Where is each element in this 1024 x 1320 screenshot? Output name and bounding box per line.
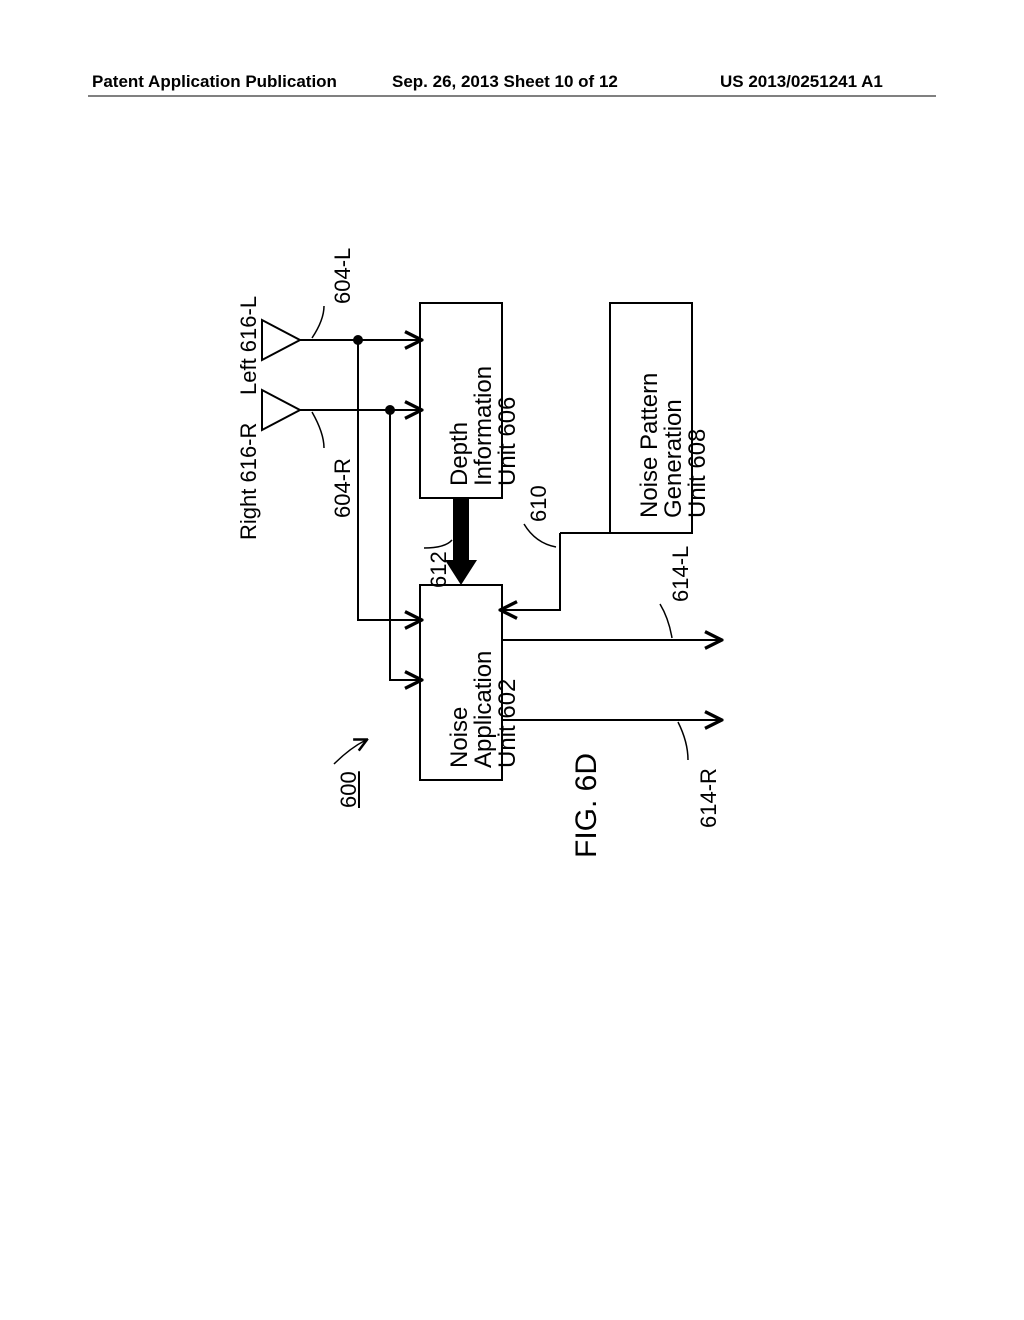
diagram-svg: [0, 0, 1024, 1320]
left-input-triangle: [262, 320, 300, 360]
branch-604R-to-noiseapp: [390, 410, 420, 680]
leader-604R: [312, 412, 324, 448]
label-604L: 604-L: [330, 248, 356, 304]
leader-604L: [312, 306, 324, 338]
noise-app-line3: Unit 602: [494, 679, 522, 768]
depth-info-line3: Unit 606: [494, 397, 522, 486]
leader-614R: [678, 722, 688, 760]
page: Patent Application Publication Sep. 26, …: [0, 0, 1024, 1320]
label-610: 610: [526, 485, 552, 522]
label-614R: 614-R: [696, 768, 722, 828]
label-614L: 614-L: [668, 546, 694, 602]
noise-pattern-line3: Unit 608: [684, 429, 712, 518]
right-input-label: Right 616-R: [236, 423, 262, 540]
right-input-triangle: [262, 390, 300, 430]
line-610: [502, 533, 560, 610]
figure-label: FIG. 6D: [570, 753, 604, 858]
left-input-label: Left 616-L: [236, 296, 262, 395]
label-612: 612: [426, 551, 452, 588]
leader-612: [424, 540, 452, 548]
leader-614L: [660, 604, 672, 638]
label-604R: 604-R: [330, 458, 356, 518]
leader-600: [334, 740, 366, 764]
label-600: 600: [336, 771, 362, 808]
leader-610: [524, 524, 556, 547]
